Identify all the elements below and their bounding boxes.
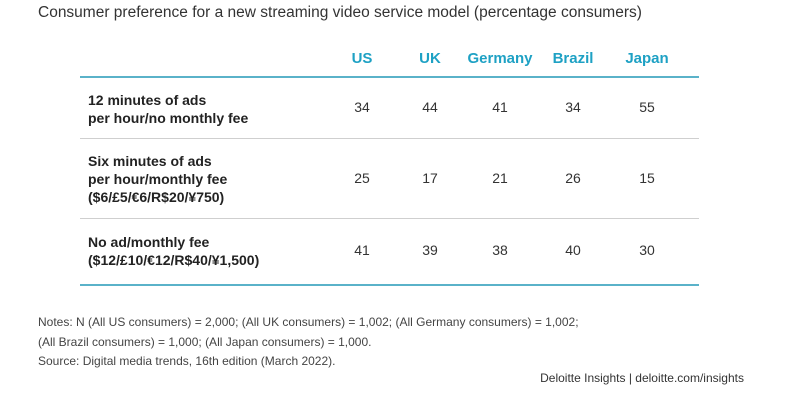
notes-line: Notes: N (All US consumers) = 2,000; (Al… — [38, 315, 579, 329]
cell-uk: 17 — [422, 170, 438, 186]
row-divider — [80, 218, 699, 219]
row-label-line: per hour/monthly fee — [88, 171, 228, 187]
column-header-brazil: Brazil — [552, 50, 594, 67]
row-label-six-min-ads-fee: Six minutes of ads per hour/monthly fee … — [88, 152, 227, 206]
cell-brazil: 26 — [565, 170, 581, 186]
column-header-japan: Japan — [625, 50, 669, 67]
notes: Notes: N (All US consumers) = 2,000; (Al… — [38, 313, 579, 372]
column-header-uk: UK — [419, 50, 441, 67]
cell-us: 25 — [354, 170, 370, 186]
cell-germany: 21 — [492, 170, 508, 186]
cell-brazil: 34 — [565, 99, 581, 115]
row-label-line: 12 minutes of ads — [88, 92, 207, 108]
chart-subtitle: Consumer preference for a new streaming … — [38, 4, 642, 21]
table-top-rule — [80, 76, 699, 78]
row-label-line: ($6/£5/€6/R$20/¥750) — [88, 189, 225, 205]
cell-japan: 30 — [639, 242, 655, 258]
row-label-no-ad-fee: No ad/monthly fee ($12/£10/€12/R$40/¥1,5… — [88, 233, 259, 269]
row-label-line: Six minutes of ads — [88, 153, 212, 169]
cell-uk: 39 — [422, 242, 438, 258]
credit: Deloitte Insights | deloitte.com/insight… — [540, 371, 744, 385]
row-divider — [80, 138, 699, 139]
cell-us: 41 — [354, 242, 370, 258]
row-label-ads-no-fee: 12 minutes of ads per hour/no monthly fe… — [88, 91, 248, 127]
cell-uk: 44 — [422, 99, 438, 115]
source-line: Source: Digital media trends, 16th editi… — [38, 354, 336, 368]
column-header-us: US — [351, 50, 373, 67]
cell-brazil: 40 — [565, 242, 581, 258]
cell-us: 34 — [354, 99, 370, 115]
row-label-line: per hour/no monthly fee — [88, 110, 249, 126]
cell-germany: 41 — [492, 99, 508, 115]
notes-line: (All Brazil consumers) = 1,000; (All Jap… — [38, 334, 372, 349]
column-header-germany: Germany — [467, 50, 533, 67]
cell-japan: 55 — [639, 99, 655, 115]
row-label-line: No ad/monthly fee — [88, 234, 210, 250]
table-bottom-rule — [80, 284, 699, 286]
cell-japan: 15 — [639, 170, 655, 186]
row-label-line: ($12/£10/€12/R$40/¥1,500) — [88, 252, 260, 268]
cell-germany: 38 — [492, 242, 508, 258]
